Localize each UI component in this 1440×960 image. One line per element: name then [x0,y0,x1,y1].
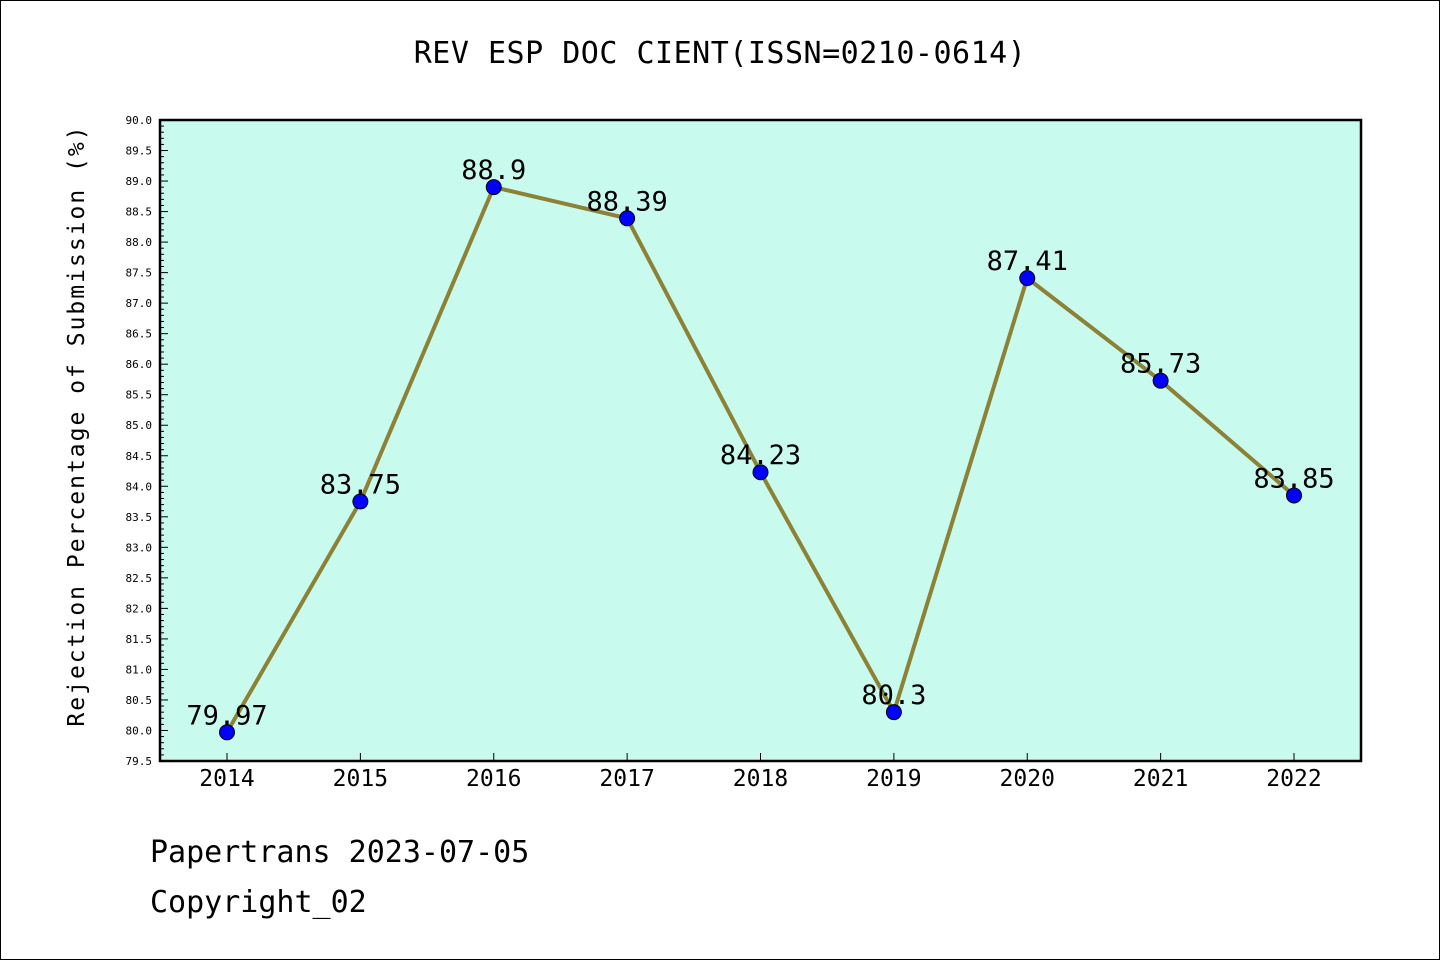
x-tick-label: 2017 [599,766,654,792]
x-tick-label: 2019 [866,766,921,792]
data-point [352,493,369,510]
y-tick-label: 84.0 [126,480,153,493]
x-axis-ticks: 2014 2015 2016 2017 2018 2019 2020 2021 2022 [199,753,1322,792]
plot-area [160,120,1361,761]
footer-date-line: Papertrans 2023-07-05 [150,835,530,870]
y-tick-label: 83.5 [126,511,153,524]
data-point [1152,372,1169,389]
x-tick-label: 2021 [1133,766,1188,792]
data-point [1019,270,1036,287]
y-tick-label: 80.5 [126,694,153,707]
x-tick-label: 2014 [199,766,254,792]
data-label: 79.97 [186,700,267,731]
y-tick-label: 81.0 [126,663,153,676]
y-tick-label: 82.0 [126,602,153,615]
y-tick-label: 86.0 [126,358,153,371]
y-tick-label: 84.5 [126,450,153,463]
data-label: 87.41 [987,246,1068,277]
y-tick-label: 79.5 [126,755,153,768]
plot-border [158,118,1363,763]
data-label: 85.73 [1120,349,1201,380]
y-tick-label: 87.5 [126,267,153,280]
x-tick-label: 2015 [333,766,388,792]
data-point [752,464,769,481]
x-tick-label: 2018 [733,766,788,792]
y-tick-label: 86.5 [126,328,153,341]
y-tick-label: 83.0 [126,541,153,554]
x-tick-label: 2022 [1266,766,1321,792]
y-tick-label: 87.0 [126,297,153,310]
x-tick-label: 2020 [1000,766,1055,792]
data-point [619,210,636,227]
y-tick-label: 85.5 [126,389,153,402]
y-tick-label: 88.5 [126,206,153,219]
data-label: 88.39 [586,186,667,217]
data-points [219,179,1302,741]
x-tick-label: 2016 [466,766,521,792]
data-label: 80.3 [861,680,926,711]
data-labels: 79.97 83.75 88.9 88.39 84.23 80.3 87.41 85.73 83… [186,155,1334,731]
y-tick-label: 88.0 [126,236,153,249]
y-tick-label: 89.0 [126,175,153,188]
y-tick-label: 90.0 [126,114,153,127]
y-tick-label: 82.5 [126,572,153,585]
y-tick-label: 89.5 [126,145,153,158]
y-tick-label: 81.5 [126,633,153,646]
data-label: 88.9 [461,155,526,186]
data-point [485,179,502,196]
data-label: 83.75 [320,470,401,501]
data-point [219,724,235,741]
data-label: 84.23 [720,440,801,471]
footer-copyright-line: Copyright_02 [150,885,367,920]
y-tick-label: 80.0 [126,724,153,737]
chart-title: REV ESP DOC CIENT(ISSN=0210-0614) [413,36,1027,71]
y-tick-label: 85.0 [126,419,153,432]
y-axis-ticks: 79.5 80.0 80.5 81.0 81.5 82.0 82.5 83.0 83.5 84.0… [126,114,168,768]
y-axis-label: Rejection Percentage of Submission (%) [64,124,90,726]
data-point [885,704,902,721]
data-point [1286,487,1302,504]
data-label: 83.85 [1253,463,1334,494]
